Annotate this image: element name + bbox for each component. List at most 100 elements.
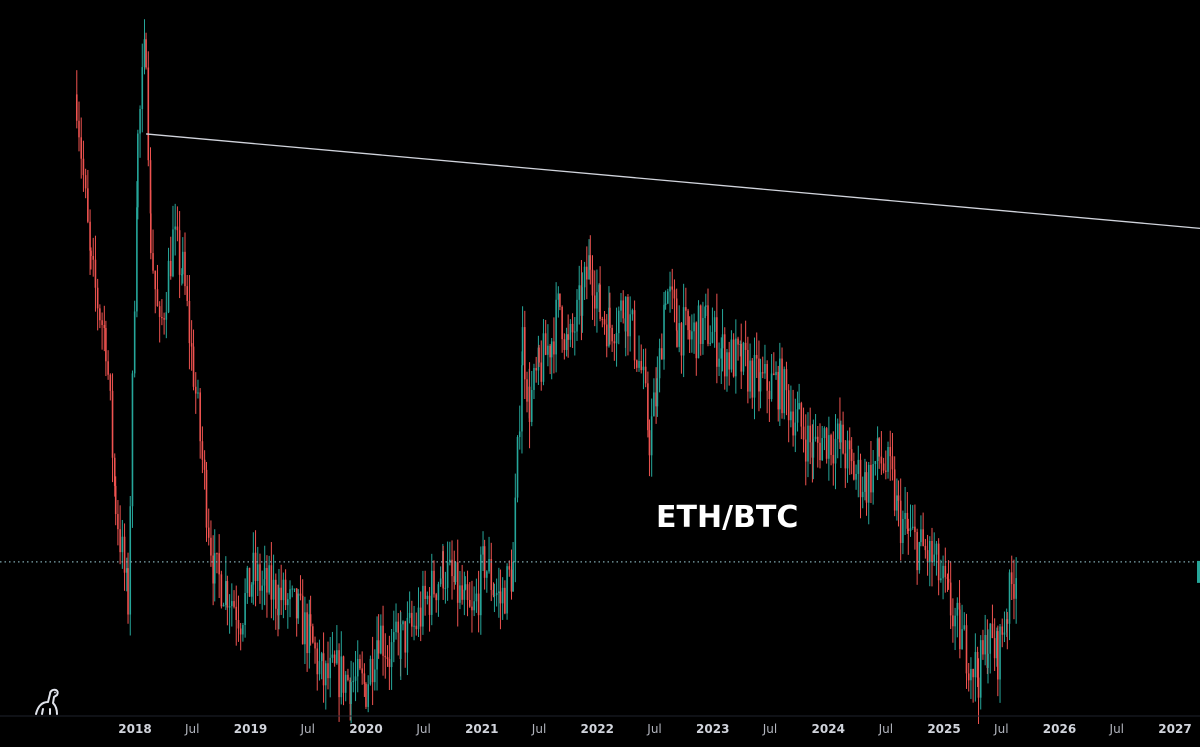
candle-body — [844, 453, 847, 469]
candle-body — [911, 526, 914, 529]
candle-body — [839, 423, 841, 443]
candle-body — [464, 584, 467, 590]
candle-body — [80, 137, 83, 159]
candle-body — [658, 348, 661, 379]
candle-body — [94, 259, 97, 288]
candle-body — [648, 430, 651, 456]
candle-body — [675, 298, 678, 331]
candle-body — [402, 621, 404, 625]
candle-body — [82, 158, 85, 176]
candle-body — [707, 305, 709, 344]
candle-body — [918, 542, 921, 571]
candle-body — [916, 532, 918, 571]
candle-body — [413, 625, 415, 627]
candle-body — [495, 592, 498, 596]
candle-body — [688, 330, 691, 340]
candle-body — [521, 365, 523, 432]
candle-body — [699, 305, 702, 344]
candle-body — [967, 673, 970, 681]
candle-body — [199, 392, 201, 442]
candle-body — [161, 316, 163, 319]
candle-body — [787, 390, 790, 421]
dinosaur-logo-icon[interactable] — [30, 684, 64, 718]
candle-body — [404, 621, 407, 653]
candle-body — [78, 120, 80, 138]
candle-body — [105, 328, 107, 362]
x-tick-label: 2019 — [234, 722, 267, 736]
candle-body — [322, 653, 325, 686]
candle-body — [75, 94, 78, 121]
candle-body — [770, 373, 773, 400]
candle-body — [678, 323, 681, 347]
candle-body — [237, 620, 240, 629]
candle-body — [589, 255, 592, 270]
candle-body — [622, 300, 625, 319]
candle-body — [878, 438, 880, 457]
candle-body — [880, 456, 883, 464]
candle-body — [145, 39, 147, 68]
candle-body — [530, 389, 533, 422]
candle-body — [922, 529, 924, 546]
candle-body — [902, 518, 904, 544]
candle-body — [744, 342, 747, 350]
candle-body — [647, 383, 649, 431]
candle-body — [205, 469, 208, 528]
trendline[interactable] — [146, 133, 1200, 229]
candle-body — [893, 469, 896, 511]
candle-body — [897, 495, 900, 501]
candle-body — [459, 585, 461, 603]
candle-body — [433, 570, 435, 595]
candle-body — [263, 567, 266, 580]
candle-body — [1010, 572, 1013, 585]
time-axis[interactable]: 2018 Jul 2019 Jul 2020 Jul 2021 Jul 2022 Jul 2023 J… — [118, 722, 1191, 736]
candle-body — [899, 500, 902, 544]
candle-body — [697, 305, 700, 359]
candle-body — [361, 668, 363, 674]
candle-body — [695, 322, 698, 359]
candle-body — [254, 552, 257, 581]
candle-body — [136, 207, 138, 312]
candle-body — [653, 392, 655, 417]
candle-body — [631, 310, 634, 315]
candle-body — [415, 625, 418, 630]
candle-body — [439, 578, 442, 585]
candle-body — [573, 331, 576, 333]
candle-body — [758, 358, 760, 392]
candle-body — [716, 317, 718, 367]
candle-body — [342, 656, 345, 693]
candle-body — [942, 565, 944, 579]
candle-body — [685, 307, 687, 311]
candle-body — [882, 463, 885, 471]
candle-body — [314, 642, 316, 649]
candle-body — [498, 591, 500, 593]
candle-body — [384, 655, 387, 658]
candle-body — [620, 300, 622, 311]
candle-body — [777, 371, 780, 410]
x-tick-label: Jul — [646, 722, 661, 736]
candle-body — [417, 607, 420, 630]
candle-body — [376, 640, 378, 670]
candle-body — [650, 416, 653, 456]
candle-body — [444, 587, 447, 589]
candle-body — [979, 640, 982, 698]
candle-body — [107, 361, 109, 375]
candle-body — [959, 609, 961, 650]
candles-group — [75, 19, 1017, 725]
candle-body — [737, 338, 739, 345]
candle-body — [949, 582, 952, 616]
candle-body — [272, 579, 275, 600]
candle-body — [318, 661, 321, 675]
candle-body — [946, 577, 949, 579]
candle-body — [408, 612, 411, 618]
candle-body — [785, 369, 788, 391]
candle-body — [891, 456, 894, 470]
candle-body — [704, 305, 707, 308]
candle-body — [867, 464, 870, 503]
candle-body — [188, 301, 191, 344]
candle-body — [661, 348, 663, 360]
candle-body — [367, 684, 369, 707]
candle-body — [508, 566, 511, 570]
